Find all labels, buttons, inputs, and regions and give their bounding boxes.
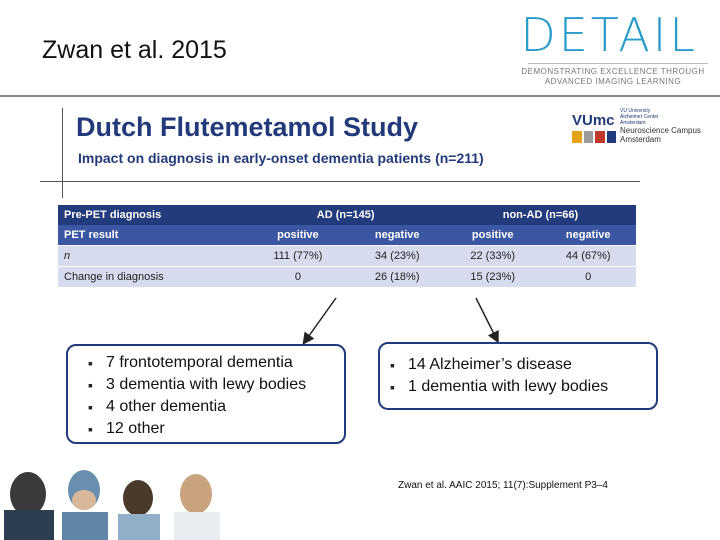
list-item: 14 Alzheimer’s disease xyxy=(384,354,608,376)
detail-logo: DETAIL xyxy=(520,8,698,62)
table-cell: 44 (67%) xyxy=(540,245,636,267)
decor-vertical-line xyxy=(62,108,63,198)
row-label: Change in diagnosis xyxy=(58,266,247,287)
stripe xyxy=(595,131,605,143)
tagline-line-2: ADVANCED IMAGING LEARNING xyxy=(544,77,682,86)
list-item: 3 dementia with lewy bodies xyxy=(82,374,306,396)
table-cell: 34 (23%) xyxy=(349,245,445,267)
tagline-line-1: DEMONSTRATING EXCELLENCE THROUGH xyxy=(521,67,705,76)
vumc-sub-line-2: Alzheimer Center xyxy=(620,114,659,120)
vumc-logo-text: VUmc xyxy=(572,112,615,129)
list-item: 12 other xyxy=(82,418,306,440)
neuroscience-campus-text: Neuroscience Campus Amsterdam xyxy=(620,126,710,144)
vumc-logo: VUmc VU University Alzheimer Center Amst… xyxy=(568,104,708,154)
column-header: positive xyxy=(246,225,350,246)
stripe xyxy=(583,131,593,143)
study-title: Dutch Flutemetamol Study xyxy=(76,112,419,142)
nonad-group-header: non-AD (n=66) xyxy=(444,205,636,225)
vumc-sub-line-3: Amsterdam xyxy=(620,120,646,126)
pet-result-label: PET result xyxy=(58,225,247,246)
stripe xyxy=(572,131,582,143)
list-item: 4 other dementia xyxy=(82,396,306,418)
medical-staff-photo xyxy=(0,464,250,540)
row-label: n xyxy=(58,245,247,267)
table-row: n 111 (77%) 34 (23%) 22 (33%) 44 (67%) xyxy=(58,245,636,267)
ad-changes-list: 7 frontotemporal dementia 3 dementia wit… xyxy=(82,352,306,440)
pre-pet-label: Pre-PET diagnosis xyxy=(58,205,247,225)
study-subtitle: Impact on diagnosis in early-onset demen… xyxy=(78,150,484,166)
vumc-logo-subtext: VU University Alzheimer Center Amsterdam xyxy=(620,108,680,126)
detail-logo-tagline: DEMONSTRATING EXCELLENCE THROUGH ADVANCE… xyxy=(518,67,708,87)
table-subheader-row: PET result positive negative positive ne… xyxy=(58,225,636,246)
logo-divider xyxy=(528,63,708,64)
table-row: Change in diagnosis 0 26 (18%) 15 (23%) … xyxy=(58,266,636,287)
study-results-table: Pre-PET diagnosis AD (n=145) non-AD (n=6… xyxy=(58,205,636,287)
slide-title: Zwan et al. 2015 xyxy=(42,36,227,64)
decor-horizontal-line xyxy=(40,181,640,182)
list-item: 7 frontotemporal dementia xyxy=(82,352,306,374)
header-divider xyxy=(0,95,720,97)
ad-diagnosis-changes-box: 7 frontotemporal dementia 3 dementia wit… xyxy=(66,344,346,444)
table-cell: 0 xyxy=(540,266,636,287)
table-cell: 111 (77%) xyxy=(246,245,350,267)
table-header-row: Pre-PET diagnosis AD (n=145) non-AD (n=6… xyxy=(58,205,636,225)
column-header: positive xyxy=(444,225,541,246)
arrow-to-ad-box xyxy=(302,297,337,345)
campus-line-1: Neuroscience Campus xyxy=(620,126,701,135)
stripe xyxy=(606,131,616,143)
campus-line-2: Amsterdam xyxy=(620,135,661,144)
ad-group-header: AD (n=145) xyxy=(246,205,445,225)
nonad-changes-list: 14 Alzheimer’s disease 1 dementia with l… xyxy=(384,354,608,398)
table-cell: 15 (23%) xyxy=(444,266,541,287)
nonad-diagnosis-changes-box: 14 Alzheimer’s disease 1 dementia with l… xyxy=(378,342,658,410)
list-item: 1 dementia with lewy bodies xyxy=(384,376,608,398)
table-cell: 22 (33%) xyxy=(444,245,541,267)
vumc-logo-stripes xyxy=(572,131,616,143)
column-header: negative xyxy=(540,225,636,246)
table-cell: 26 (18%) xyxy=(349,266,445,287)
vumc-sub-line-1: VU University xyxy=(620,108,651,114)
column-header: negative xyxy=(349,225,445,246)
citation: Zwan et al. AAIC 2015; 11(7):Supplement … xyxy=(398,480,608,491)
table-cell: 0 xyxy=(246,266,350,287)
arrow-to-nonad-box xyxy=(475,297,499,344)
